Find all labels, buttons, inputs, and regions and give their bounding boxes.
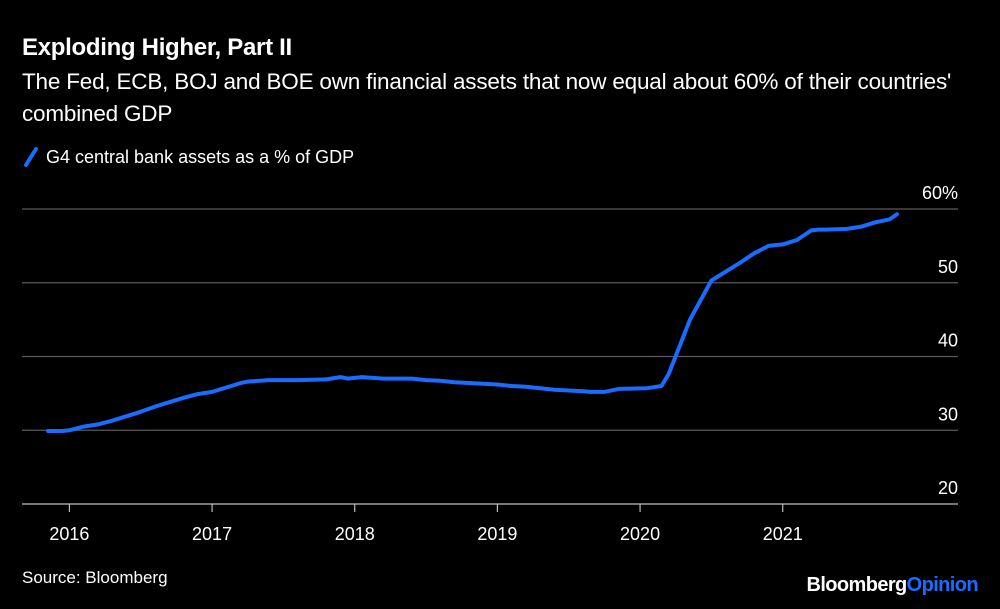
x-tick-label-2017: 2017: [192, 524, 232, 544]
chart-subtitle: The Fed, ECB, BOJ and BOE own financial …: [22, 69, 952, 126]
chart-title: Exploding Higher, Part II: [22, 34, 292, 61]
brand-bloomberg: Bloomberg: [806, 574, 907, 596]
brand-opinion: Opinion: [906, 574, 979, 596]
x-tick-label-2021: 2021: [763, 524, 803, 544]
y-tick-label-60: 60%: [922, 183, 958, 203]
x-tick-label-2020: 2020: [620, 524, 660, 544]
y-tick-label-50: 50: [938, 257, 958, 277]
legend-line-icon: [24, 147, 38, 167]
x-tick-label-2016: 2016: [49, 524, 89, 544]
y-tick-label-20: 20: [938, 478, 958, 498]
x-tick-label-2018: 2018: [335, 524, 375, 544]
series-line-0: [46, 212, 899, 433]
y-tick-label-30: 30: [938, 404, 958, 424]
brand-logo: BloombergOpinion: [806, 574, 978, 597]
x-tick-label-2019: 2019: [477, 524, 517, 544]
source-note: Source: Bloomberg: [22, 568, 168, 587]
legend-label: G4 central bank assets as a % of GDP: [46, 146, 355, 167]
y-tick-label-40: 40: [938, 331, 958, 351]
legend: G4 central bank assets as a % of GDP: [22, 145, 354, 169]
